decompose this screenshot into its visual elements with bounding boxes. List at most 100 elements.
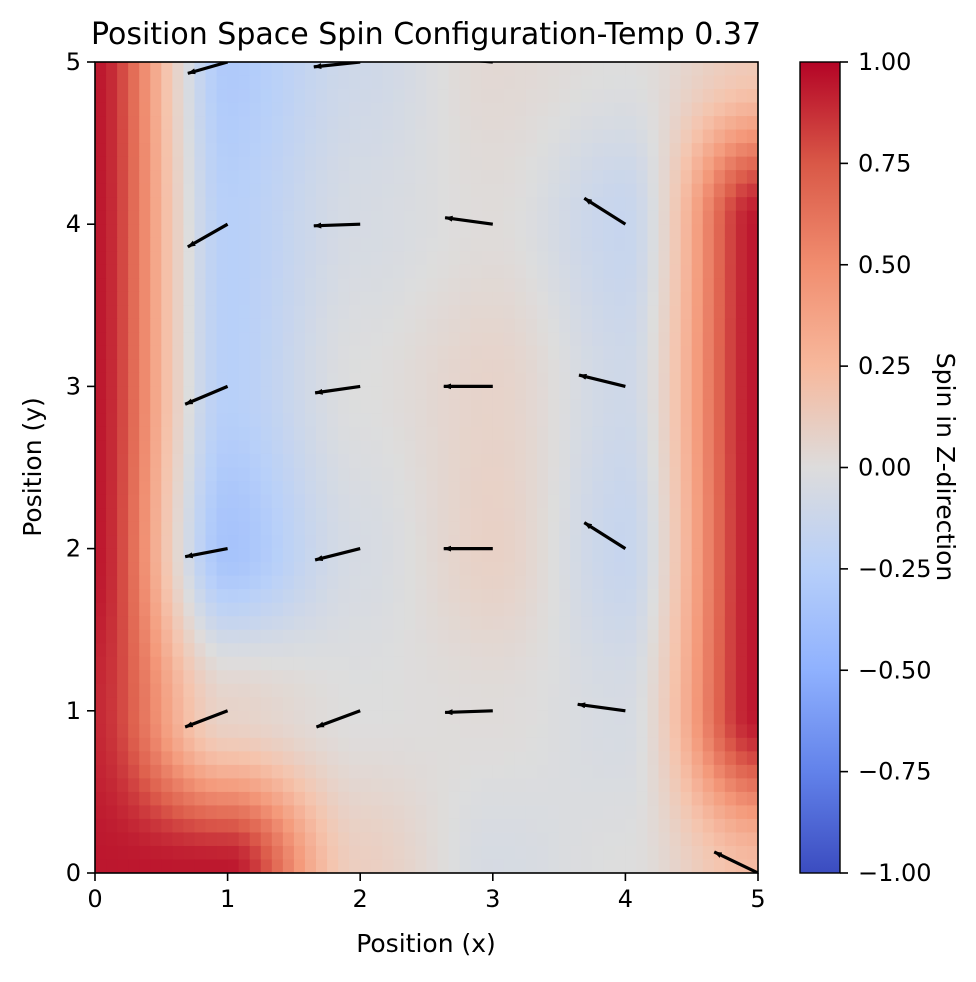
heatmap-cell [592, 481, 604, 496]
heatmap-cell [316, 832, 328, 847]
heatmap-cell [514, 859, 527, 873]
heatmap-cell [161, 832, 173, 847]
heatmap-cell [238, 670, 251, 685]
heatmap-cell [437, 332, 450, 347]
heatmap-cell [205, 224, 218, 239]
heatmap-cell [415, 278, 428, 293]
heatmap-cell [194, 467, 207, 482]
heatmap-cell [680, 210, 693, 225]
heatmap-cell [216, 548, 229, 563]
heatmap-cell [724, 237, 737, 252]
heatmap-cell [503, 62, 516, 77]
heatmap-cell [548, 129, 560, 144]
heatmap-cell [625, 656, 638, 671]
heatmap-cell [459, 562, 472, 577]
heatmap-cell [117, 724, 129, 739]
heatmap-cell [183, 481, 196, 496]
heatmap-cell [592, 102, 604, 117]
heatmap-cell [702, 197, 715, 212]
heatmap-cell [128, 724, 140, 739]
heatmap-cell [172, 75, 184, 90]
heatmap-cell [514, 602, 527, 617]
heatmap-cell [415, 129, 428, 144]
heatmap-cell [139, 778, 151, 793]
heatmap-cell [316, 467, 328, 482]
heatmap-cell [713, 359, 726, 374]
heatmap-cell [371, 386, 383, 401]
heatmap-cell [713, 589, 726, 604]
heatmap-cell [183, 453, 196, 469]
heatmap-cell [470, 508, 483, 523]
heatmap-cell [481, 197, 494, 212]
heatmap-cell [724, 143, 737, 158]
heatmap-cell [260, 62, 273, 77]
heatmap-cell [481, 481, 494, 496]
heatmap-cell [293, 643, 306, 658]
heatmap-cell [426, 832, 439, 847]
heatmap-cell [680, 562, 693, 577]
heatmap-cell [669, 426, 682, 442]
heatmap-cell [625, 575, 638, 590]
heatmap-cell [404, 710, 417, 725]
heatmap-cell [271, 616, 284, 631]
heatmap-cell [404, 89, 417, 104]
heatmap-cell [746, 737, 758, 752]
heatmap-cell [194, 670, 207, 685]
heatmap-cell [691, 386, 704, 401]
heatmap-cell [282, 805, 295, 820]
heatmap-cell [548, 589, 560, 604]
heatmap-cell [150, 589, 162, 604]
heatmap-cell [338, 62, 350, 77]
heatmap-cell [349, 656, 361, 671]
heatmap-cell [349, 778, 361, 793]
heatmap-cell [492, 535, 505, 550]
heatmap-cell [260, 440, 273, 455]
heatmap-cell [183, 332, 196, 347]
heatmap-cell [437, 602, 450, 617]
heatmap-cell [559, 494, 571, 509]
heatmap-cell [614, 832, 626, 847]
heatmap-cell [227, 291, 240, 306]
heatmap-cell [205, 778, 218, 793]
heatmap-cell [581, 589, 593, 604]
colorbar-tick-label: −0.50 [858, 656, 932, 684]
heatmap-cell [680, 89, 693, 104]
heatmap-cell [117, 751, 129, 766]
heatmap-cell [271, 413, 284, 428]
heatmap-cell [735, 291, 748, 306]
heatmap-cell [735, 589, 748, 604]
heatmap-cell [746, 575, 758, 590]
heatmap-cell [371, 345, 383, 360]
heatmap-cell [95, 143, 107, 158]
heatmap-cell [647, 494, 660, 509]
heatmap-cell [316, 656, 328, 671]
heatmap-cell [172, 481, 184, 496]
heatmap-cell [172, 724, 184, 739]
heatmap-cell [150, 291, 162, 306]
heatmap-cell [316, 521, 328, 536]
heatmap-cell [161, 562, 173, 577]
heatmap-cell [525, 697, 538, 712]
heatmap-cell [470, 791, 483, 807]
heatmap-cell [304, 386, 317, 401]
heatmap-cell [205, 670, 218, 685]
heatmap-cell [625, 710, 638, 725]
heatmap-cell [724, 859, 737, 873]
heatmap-cell [338, 548, 350, 563]
heatmap-cell [592, 89, 604, 104]
heatmap-cell [382, 129, 394, 144]
heatmap-cell [614, 183, 626, 198]
heatmap-cell [316, 562, 328, 577]
heatmap-cell [360, 845, 372, 861]
heatmap-cell [614, 616, 626, 631]
heatmap-cell [669, 643, 682, 658]
heatmap-cell [437, 116, 450, 131]
heatmap-cell [139, 345, 151, 360]
heatmap-cell [183, 440, 196, 455]
heatmap-cell [426, 156, 439, 171]
heatmap-cell [481, 156, 494, 171]
heatmap-cell [260, 183, 273, 198]
heatmap-cell [614, 372, 626, 387]
heatmap-cell [548, 116, 560, 131]
heatmap-cell [492, 697, 505, 712]
